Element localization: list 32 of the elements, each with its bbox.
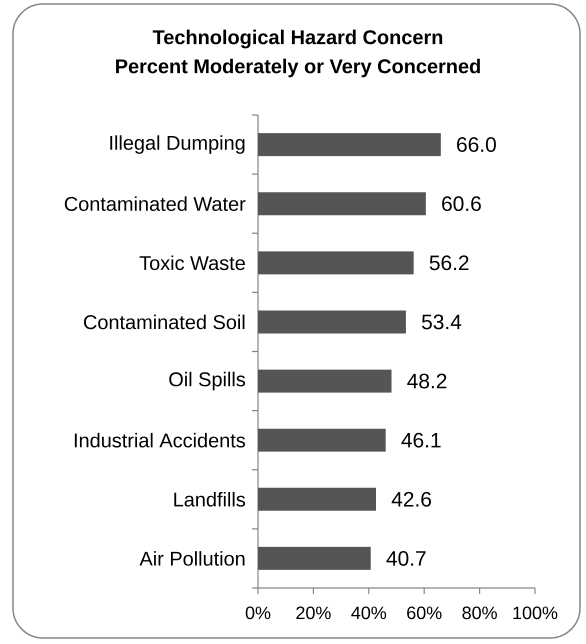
y-tick-label: Toxic Waste <box>140 255 245 270</box>
data-label: 48.2 <box>407 374 446 388</box>
data-label: 46.1 <box>401 432 441 448</box>
x-tick-label: 20% <box>296 606 331 620</box>
data-label: 56.2 <box>430 255 469 270</box>
bar <box>258 546 371 570</box>
bar <box>258 133 441 156</box>
bar <box>258 370 392 393</box>
x-tick-label: 0% <box>246 606 270 620</box>
bar <box>258 192 426 216</box>
data-label: 53.4 <box>422 314 462 330</box>
y-tick-label: Contaminated Soil <box>84 314 244 330</box>
bar <box>258 310 406 334</box>
x-tick-label: 100% <box>513 606 558 620</box>
x-tick-label: 80% <box>462 606 497 620</box>
y-tick-label: Air Pollution <box>140 551 244 566</box>
y-tick-label: Landfills <box>174 492 246 507</box>
x-tick-label: 60% <box>407 606 442 620</box>
y-tick-label: Contaminated Water <box>64 196 246 211</box>
x-tick-label: 40% <box>351 606 386 620</box>
data-label: 60.6 <box>442 196 481 212</box>
y-tick-label: Illegal Dumping <box>110 135 244 154</box>
chart-title: Technological Hazard Concern <box>152 30 442 48</box>
bar <box>258 428 386 452</box>
data-label: 42.6 <box>392 492 431 507</box>
chart-subtitle: Percent Moderately or Very Concerned <box>116 58 480 78</box>
y-tick-label: Oil Spills <box>169 372 246 390</box>
y-tick-label: Industrial Accidents <box>74 432 246 448</box>
bar <box>258 488 376 511</box>
data-label: 66.0 <box>457 137 496 152</box>
data-label: 40.7 <box>386 551 426 566</box>
bar <box>258 251 414 274</box>
